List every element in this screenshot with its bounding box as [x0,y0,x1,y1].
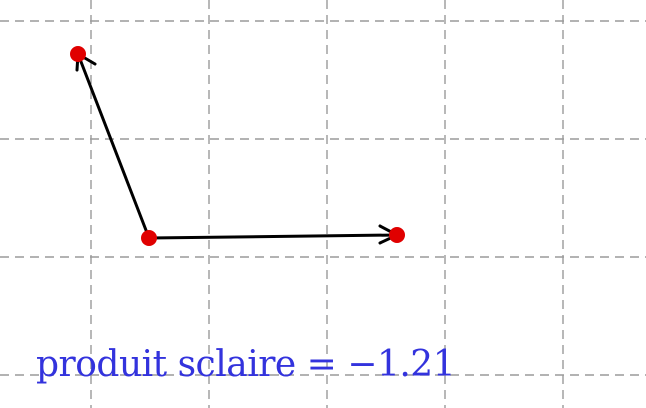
dot-product-label: produit sclaire = −1.21 [36,344,456,385]
vector-v-tip-point[interactable] [389,227,405,243]
vector-u [75,52,151,240]
points [70,46,405,246]
vector-v-shaft [147,233,399,240]
origin-point[interactable] [141,230,157,246]
vector-v [147,224,399,245]
vector-u-shaft [76,52,151,240]
vector-u-tip-point[interactable] [70,46,86,62]
